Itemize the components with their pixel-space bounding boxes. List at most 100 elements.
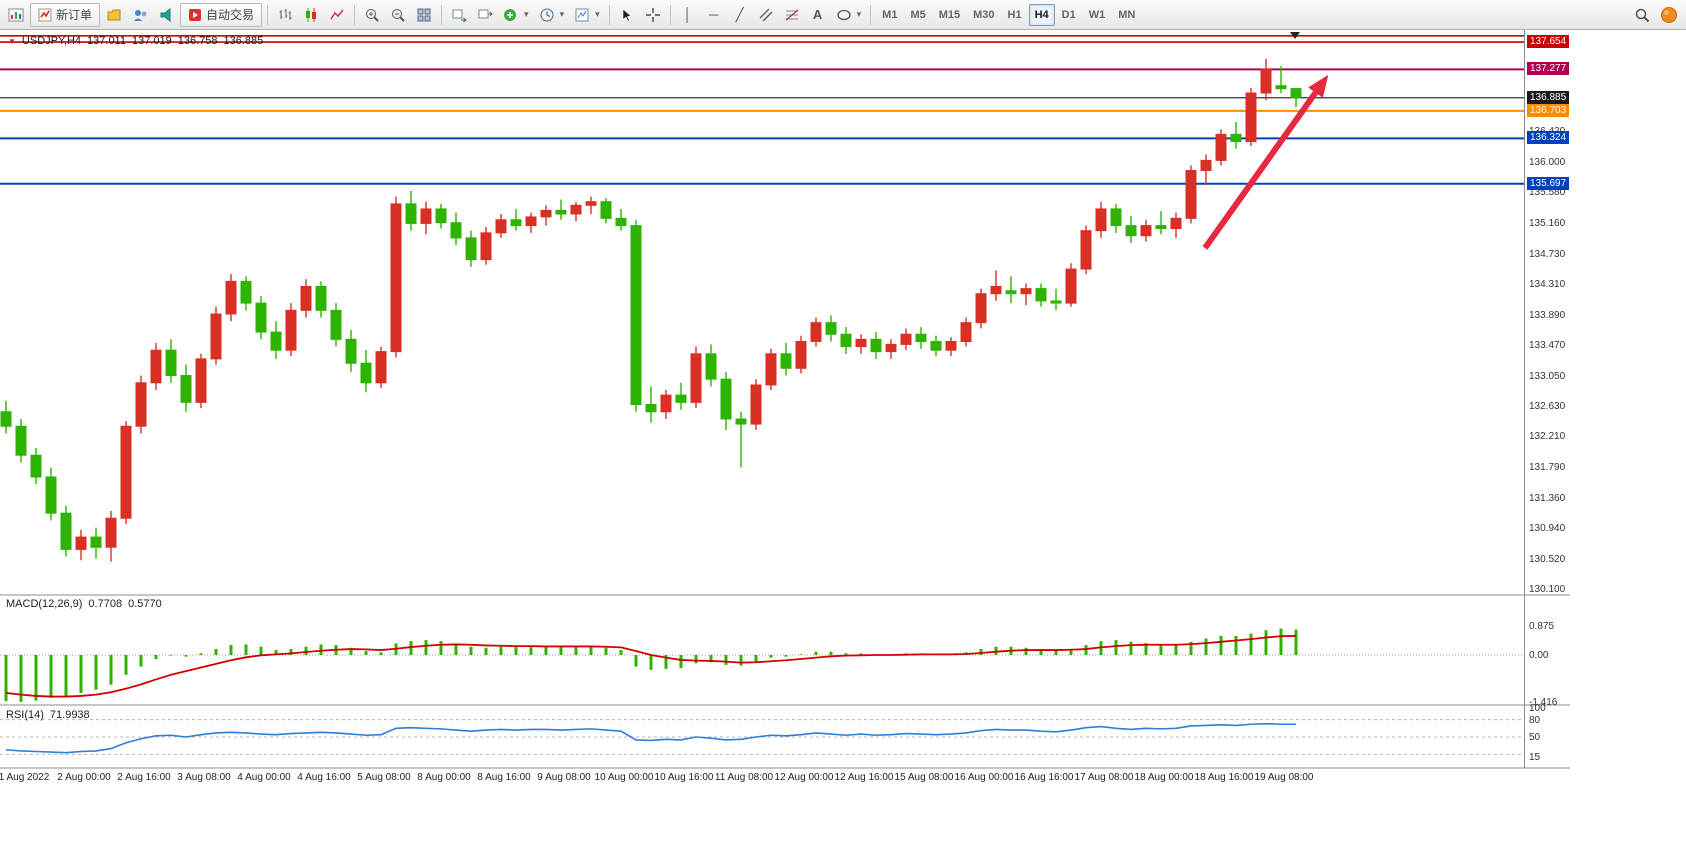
zoom-out-button[interactable] xyxy=(386,3,410,27)
crosshair-icon xyxy=(645,7,660,22)
vertical-line-tool-button[interactable]: │ xyxy=(676,3,700,27)
timeframe-button-MN[interactable]: MN xyxy=(1118,8,1136,21)
timeframe-button-W1[interactable]: W1 xyxy=(1088,8,1106,21)
auto-scroll-button[interactable] xyxy=(447,3,471,27)
price-tick-label: 130.100 xyxy=(1529,584,1566,596)
price-tick-label: 133.890 xyxy=(1529,309,1566,321)
profiles-button[interactable] xyxy=(102,3,126,27)
fibonacci-icon xyxy=(785,9,799,20)
text-tool-button[interactable]: A xyxy=(806,3,830,27)
cursor-tool-button[interactable] xyxy=(615,3,639,27)
indicators-icon xyxy=(504,8,517,21)
bar-chart-icon xyxy=(279,8,292,20)
rsi-scale-label: 50 xyxy=(1529,732,1541,743)
timeframe-group: M1 M5 M15 M30 H1 H4 D1 W1 MN xyxy=(876,3,1141,26)
toolbar: 新订单 自动交易 xyxy=(0,0,1686,30)
macd-signal-value: 0.5770 xyxy=(128,598,162,610)
time-tick-label: 2 Aug 00:00 xyxy=(57,772,111,783)
symbol-label: USDJPY,H4 xyxy=(21,35,82,47)
price-direction-icon: ▼ xyxy=(8,36,16,46)
channel-tool-button[interactable] xyxy=(754,3,778,27)
toolbar-separator xyxy=(608,4,610,25)
timeframe-button-M5[interactable]: M5 xyxy=(910,8,926,21)
text-tool-icon: A xyxy=(812,7,823,22)
new-order-button[interactable]: 新订单 xyxy=(30,2,101,27)
bar-chart-button[interactable] xyxy=(273,3,297,27)
symbol-ohlc-header: ▼ USDJPY,H4 137.011 137.019 136.758 136.… xyxy=(8,35,263,47)
time-tick-label: 10 Aug 00:00 xyxy=(594,772,654,783)
macd-scale-label: 0.00 xyxy=(1529,650,1549,661)
shapes-tool-button[interactable]: ▾ xyxy=(832,3,866,27)
price-line-value-badge: 137.277 xyxy=(1527,62,1570,76)
price-tick-label: 130.520 xyxy=(1529,553,1566,565)
price-tick-label: 130.940 xyxy=(1529,523,1566,535)
time-axis[interactable]: 1 Aug 2022 2 Aug 00:00 2 Aug 16:00 3 Aug 08… xyxy=(0,768,1570,794)
alerts-button[interactable] xyxy=(154,3,178,27)
timeframe-button-D1[interactable]: D1 xyxy=(1061,8,1076,21)
macd-scale-label: -1.416 xyxy=(1529,696,1558,708)
timeframe-button-H1[interactable]: H1 xyxy=(1007,8,1022,21)
time-tick-label: 16 Aug 16:00 xyxy=(1014,772,1074,783)
price-axis[interactable]: 136.420136.000135.580135.160134.730134.3… xyxy=(1526,30,1596,790)
chart-area: ▼ USDJPY,H4 137.011 137.019 136.758 136.… xyxy=(0,30,1686,842)
periods-button[interactable]: ▾ xyxy=(535,3,569,27)
community-button[interactable] xyxy=(1656,3,1682,27)
timeframe-button-M30[interactable]: M30 xyxy=(973,8,995,21)
search-button[interactable] xyxy=(1630,3,1654,27)
macd-label: MACD(12,26,9) 0.7708 0.5770 xyxy=(6,598,162,610)
time-tick-label: 5 Aug 08:00 xyxy=(357,772,411,783)
timeframe-button-H4[interactable]: H4 xyxy=(1028,3,1055,26)
auto-scroll-icon xyxy=(452,9,467,22)
price-tick-label: 133.470 xyxy=(1529,340,1566,352)
trendline-tool-button[interactable]: ╱ xyxy=(728,3,752,27)
line-chart-button[interactable] xyxy=(325,3,349,27)
horizontal-line-tool-button[interactable]: ─ xyxy=(702,3,726,27)
rsi-value: 71.9938 xyxy=(49,709,90,721)
profiles-icon xyxy=(107,9,121,20)
market-watch-button[interactable] xyxy=(128,3,152,27)
time-tick-label: 18 Aug 00:00 xyxy=(1134,772,1194,783)
crosshair-tool-button[interactable] xyxy=(641,3,665,27)
alerts-icon xyxy=(160,7,171,22)
candlestick-series xyxy=(0,58,1302,562)
rsi-label: RSI(14) 71.9938 xyxy=(6,709,90,721)
auto-trading-button[interactable]: 自动交易 xyxy=(180,2,263,27)
timeframe-button-M15[interactable]: M15 xyxy=(938,8,961,21)
new-chart-button[interactable] xyxy=(4,3,28,27)
time-tick-label: 10 Aug 16:00 xyxy=(654,772,714,783)
trend-arrow-annotation[interactable] xyxy=(1202,74,1329,250)
close-value: 136.885 xyxy=(223,35,264,47)
macd-panel xyxy=(0,628,1524,702)
chart-shift-button[interactable] xyxy=(473,3,497,27)
dropdown-arrow-icon: ▾ xyxy=(595,9,600,19)
templates-button[interactable]: ▾ xyxy=(570,3,604,27)
new-order-icon xyxy=(38,8,52,21)
high-value: 137.019 xyxy=(131,35,172,47)
zoom-in-button[interactable] xyxy=(360,3,384,27)
rsi-scale-label: 80 xyxy=(1529,714,1541,726)
time-tick-label: 15 Aug 08:00 xyxy=(894,772,954,783)
object-anchor-marker-icon[interactable] xyxy=(1290,32,1300,39)
price-tick-label: 134.310 xyxy=(1529,279,1566,291)
timeframe-button-M1[interactable]: M1 xyxy=(882,8,898,21)
cursor-icon xyxy=(622,7,632,22)
rsi-scale-label: 15 xyxy=(1529,752,1541,764)
indicators-button[interactable]: ▾ xyxy=(499,3,533,27)
new-order-label: 新订单 xyxy=(56,8,93,22)
tile-windows-button[interactable] xyxy=(412,3,436,27)
dropdown-arrow-icon: ▾ xyxy=(524,9,529,19)
dropdown-arrow-icon: ▾ xyxy=(856,9,862,19)
fibonacci-tool-button[interactable] xyxy=(780,3,804,27)
candlestick-chart-button[interactable] xyxy=(299,3,323,27)
rsi-line xyxy=(5,722,1297,754)
toolbar-separator xyxy=(267,4,269,25)
templates-icon xyxy=(575,8,589,21)
time-tick-label: 12 Aug 16:00 xyxy=(834,772,894,783)
chart-canvas[interactable] xyxy=(0,30,1570,790)
toolbar-separator xyxy=(669,4,671,25)
horizontal-lines[interactable] xyxy=(0,34,1524,185)
price-line-value-badge: 135.697 xyxy=(1527,176,1570,190)
price-tick-label: 135.160 xyxy=(1529,217,1566,229)
time-tick-label: 4 Aug 00:00 xyxy=(237,772,291,783)
time-tick-label: 19 Aug 08:00 xyxy=(1254,772,1314,783)
